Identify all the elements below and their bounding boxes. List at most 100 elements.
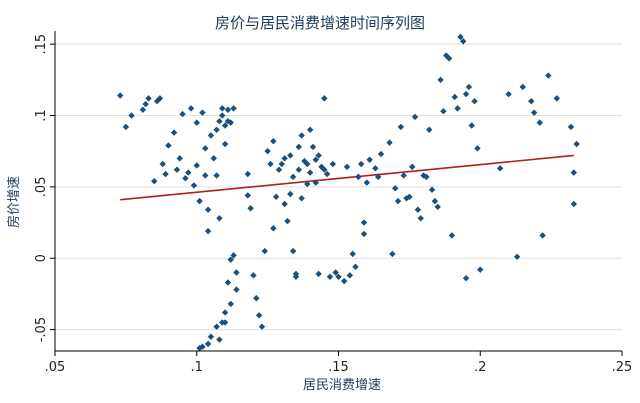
scatter-point [417,215,424,222]
x-tick-label: .15 [328,360,349,375]
scatter-point [394,197,402,205]
scatter-point [304,180,311,188]
scatter-point [227,119,234,126]
scatter-point [321,95,328,102]
scatter-point [216,118,223,125]
scatter-point [202,145,209,152]
scatter-point [346,272,354,279]
scatter-point [414,206,422,213]
scatter-point [340,277,348,285]
scatter-point [462,275,470,282]
scatter-point [366,156,373,163]
scatter-point [374,173,382,181]
scatter-point [545,72,552,79]
scatter-point [227,300,234,308]
scatter-point [295,166,303,173]
fitted-trend-line [120,154,574,201]
scatter-point [335,273,342,280]
scatter-point [315,152,322,159]
y-tick-label: .15 [34,34,49,55]
scatter-point [468,122,475,129]
scatter-point [298,132,305,139]
scatter-point [179,110,186,118]
scatter-point [573,140,580,148]
scatter-point [451,93,458,101]
scatter-point [207,333,215,340]
scatter-point [321,166,328,173]
scatter-point [457,33,464,41]
scatter-point [221,140,229,148]
x-tick-label: .05 [45,360,66,375]
scatter-point [170,129,178,136]
scatter-point [153,98,161,105]
scatter-point [185,169,192,176]
scatter-point [289,247,297,255]
scatter-point [406,193,413,201]
scatter-point [213,126,220,133]
scatter-point [216,215,223,222]
scatter-point [309,143,317,151]
scatter-point [247,205,254,212]
scatter-point [445,55,453,62]
scatter-point [122,123,130,131]
scatter-point [312,179,320,186]
scatter-point [513,253,521,260]
scatter-point [570,200,578,208]
scatter-point [496,165,504,172]
scatter-point [431,197,439,205]
scatter-point [210,155,217,162]
scatter-point [221,309,229,316]
scatter-point [117,92,124,99]
scatter-point [204,340,212,348]
scatter-point [363,179,371,186]
scatter-point [281,155,288,162]
scatter-point [264,147,271,155]
scatter-point [128,112,135,119]
scatter-point [312,156,320,163]
scatter-point [187,105,195,112]
scatter-point [219,112,226,119]
scatter-point [570,169,578,176]
scatter-point [539,232,546,239]
scatter-point [462,90,470,98]
scatter-point [193,119,200,126]
scatter-point [505,90,512,98]
y-tick-label: 0 [34,254,49,262]
scatter-point [392,185,399,192]
scatter-point [400,172,407,179]
scatter-point [474,145,481,152]
scatter-point [207,132,215,139]
scatter-point [372,165,379,172]
scatter-point [360,230,368,238]
scatter-point [434,203,441,211]
scatter-point [182,175,189,182]
scatter-point [221,122,229,129]
x-tick-label: .25 [612,360,633,375]
scatter-point [287,152,294,159]
scatter-point [202,172,209,179]
scatter-point [284,217,291,225]
scatter-point [292,273,300,280]
scatter-point [230,105,237,112]
scatter-point [355,173,362,181]
scatter-point [519,83,526,91]
scatter-point [304,160,311,168]
y-tick-label: .1 [34,109,49,121]
scatter-point [440,108,447,115]
axes: .05 .1 .15 .2 .25 -.05 0 .05 .1 .15 [34,31,632,375]
scatter-point [193,162,200,169]
scatter-point [213,323,220,330]
gridlines [55,43,622,331]
scatter-point [244,170,251,178]
x-tick-label: .1 [191,360,203,375]
scatter-point [448,232,456,239]
scatter-point [224,106,232,113]
scatter-point [389,250,396,258]
scatter-point [275,166,283,173]
scatter-point [306,169,314,176]
scatter-point [411,113,419,121]
fit-line-layer [120,154,574,201]
scatter-point [270,225,277,232]
scatter-point [253,294,260,302]
scatter-point [281,200,288,208]
